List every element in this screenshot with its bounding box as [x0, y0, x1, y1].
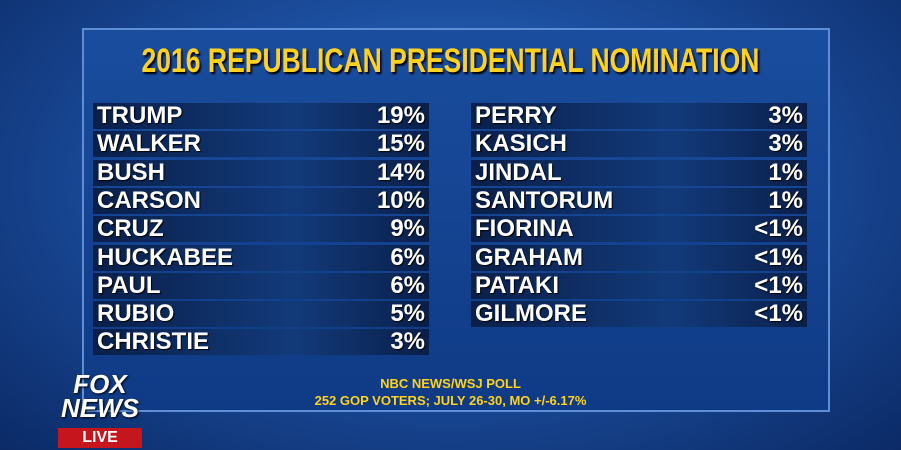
- candidate-name: PERRY: [475, 102, 557, 129]
- poll-row: CRUZ 9%: [93, 215, 429, 243]
- poll-row: SANTORUM 1%: [471, 186, 807, 214]
- candidate-percent: <1%: [754, 215, 803, 243]
- candidate-percent: <1%: [754, 243, 803, 271]
- title: 2016 REPUBLICAN PRESIDENTIAL NOMINATION: [141, 42, 760, 80]
- candidate-percent: 1%: [768, 186, 803, 214]
- candidate-percent: 10%: [376, 186, 425, 214]
- candidate-percent: 5%: [390, 300, 425, 328]
- candidate-percent: 3%: [768, 102, 803, 129]
- logo-top: FOX: [73, 369, 127, 399]
- candidate-name: GILMORE: [475, 300, 587, 328]
- candidate-name: BUSH: [97, 158, 166, 186]
- poll-row: CARSON 10%: [93, 186, 429, 214]
- poll-row: WALKER 15%: [93, 130, 429, 158]
- candidate-name: RUBIO: [97, 300, 175, 328]
- live-badge: LIVE: [58, 428, 142, 448]
- candidate-name: HUCKABEE: [97, 243, 234, 271]
- candidate-percent: 3%: [768, 130, 803, 158]
- candidate-name: SANTORUM: [475, 186, 614, 214]
- candidate-percent: 6%: [390, 243, 425, 271]
- candidate-percent: 15%: [376, 130, 425, 158]
- candidate-percent: 19%: [376, 102, 425, 129]
- poll-row: KASICH 3%: [471, 130, 807, 158]
- candidate-name: JINDAL: [475, 158, 562, 186]
- candidate-percent: 6%: [390, 271, 425, 299]
- candidate-name: PATAKI: [475, 271, 559, 299]
- candidate-name: KASICH: [475, 130, 568, 158]
- poll-row: HUCKABEE 6%: [93, 243, 429, 271]
- poll-row: FIORINA <1%: [471, 215, 807, 243]
- candidate-percent: 9%: [390, 215, 425, 243]
- poll-row: RUBIO 5%: [93, 300, 429, 328]
- poll-row: GRAHAM <1%: [471, 243, 807, 271]
- poll-row: PERRY 3%: [471, 103, 807, 129]
- candidate-name: PAUL: [97, 271, 161, 299]
- poll-row: CHRISTIE 3%: [93, 328, 429, 356]
- source-line: NBC NEWS/WSJ POLL: [380, 376, 521, 391]
- candidate-name: TRUMP: [97, 102, 183, 129]
- candidate-percent: <1%: [754, 300, 803, 328]
- poll-row: PAUL 6%: [93, 271, 429, 299]
- candidate-percent: 14%: [376, 158, 425, 186]
- poll-row: GILMORE <1%: [471, 300, 807, 328]
- candidate-name: CRUZ: [97, 215, 164, 243]
- candidate-name: FIORINA: [475, 215, 574, 243]
- candidate-name: CARSON: [97, 186, 202, 214]
- logo-bottom: NEWS: [61, 393, 139, 423]
- poll-row: BUSH 14%: [93, 158, 429, 186]
- candidate-percent: 1%: [768, 158, 803, 186]
- poll-row: JINDAL 1%: [471, 158, 807, 186]
- candidate-name: CHRISTIE: [97, 328, 210, 356]
- candidate-percent: <1%: [754, 271, 803, 299]
- logo: FOX NEWS LIVE: [58, 369, 142, 450]
- poll-row: TRUMP 19%: [93, 103, 429, 129]
- poll-row: PATAKI <1%: [471, 271, 807, 299]
- candidate-percent: 3%: [390, 328, 425, 356]
- source-line: 252 GOP VOTERS; JULY 26-30, MO +/-6.17%: [314, 393, 587, 408]
- candidate-name: WALKER: [97, 130, 201, 158]
- candidate-name: GRAHAM: [475, 243, 583, 271]
